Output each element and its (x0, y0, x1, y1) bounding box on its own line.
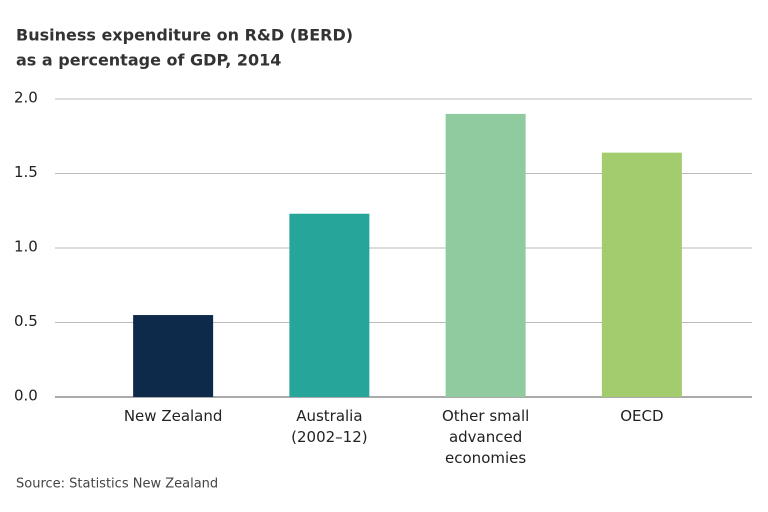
y-tick-label: 0.5 (14, 312, 38, 330)
y-tick-label: 0.0 (14, 387, 38, 405)
chart-subtitle: as a percentage of GDP, 2014 (16, 51, 281, 70)
bar (133, 315, 214, 397)
x-tick-label: OECD (620, 407, 664, 425)
x-tick-label: Other small advanced economies (441, 407, 530, 467)
bar (601, 152, 682, 397)
y-tick-label: 1.0 (14, 238, 38, 256)
y-tick-label: 1.5 (14, 163, 38, 181)
bar (445, 113, 526, 398)
chart-title: Business expenditure on R&D (BERD) (16, 26, 353, 45)
x-tick-label: Australia (2002–12) (291, 407, 368, 446)
x-tick-label: New Zealand (123, 407, 223, 425)
bar (289, 213, 370, 397)
source: Source: Statistics New Zealand (16, 477, 218, 492)
y-tick-label: 2.0 (14, 89, 38, 107)
